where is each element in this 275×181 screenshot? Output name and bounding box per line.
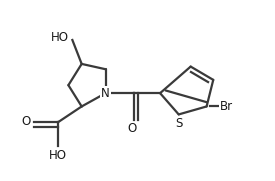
Text: O: O: [128, 122, 137, 135]
Text: Br: Br: [220, 100, 233, 113]
Text: N: N: [101, 87, 110, 100]
Text: O: O: [21, 115, 31, 128]
Text: HO: HO: [50, 31, 68, 44]
Text: HO: HO: [49, 149, 67, 162]
Text: S: S: [175, 117, 182, 130]
